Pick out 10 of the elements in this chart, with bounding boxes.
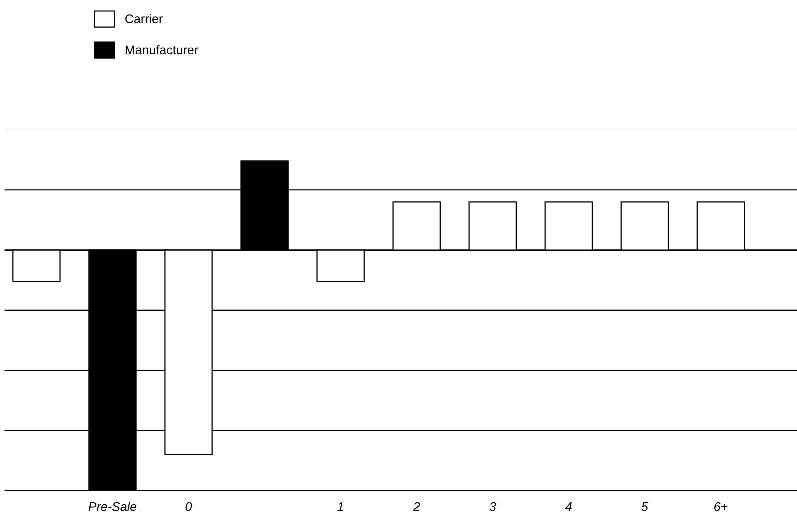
legend-label: Carrier [126,14,163,24]
x-tick-label: 5 [642,502,648,512]
x-tick-label: 0 [186,502,192,512]
x-tick-label: 3 [490,502,496,512]
x-tick-label: 6+ [714,502,728,512]
x-tick-label: 1 [338,502,344,512]
x-tick-label: 2 [413,502,420,512]
x-tick-label: Pre-Sale [88,502,137,512]
x-tick-label: 4 [566,502,572,512]
legend-label: Manufacturer [126,45,198,55]
